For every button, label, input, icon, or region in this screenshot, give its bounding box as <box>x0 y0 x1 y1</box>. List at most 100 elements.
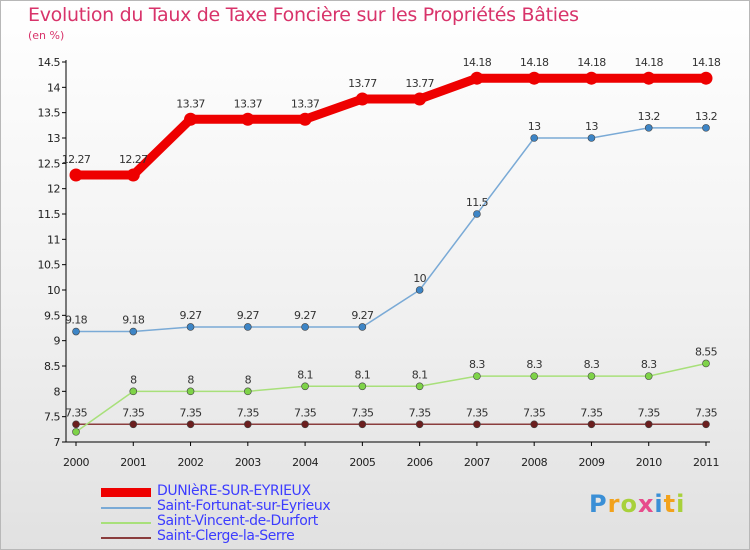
data-point <box>186 323 195 331</box>
data-label: 8.1 <box>355 368 371 381</box>
data-label: 7.35 <box>466 406 489 419</box>
data-point <box>244 387 252 396</box>
data-point <box>530 372 538 380</box>
data-point <box>702 359 710 368</box>
y-tick-label: 12.5 <box>38 157 61 170</box>
data-label: 14.18 <box>692 56 721 69</box>
y-tick-label: 11 <box>47 233 60 246</box>
data-point <box>301 382 309 391</box>
data-point <box>644 124 653 132</box>
data-point <box>587 420 596 429</box>
data-label: 7.35 <box>351 406 374 419</box>
data-label: 13.77 <box>405 77 434 90</box>
x-tick-label: 2007 <box>464 456 490 469</box>
x-tick-label: 2004 <box>292 456 318 469</box>
data-point <box>301 420 309 429</box>
logo-letter: P <box>589 490 608 518</box>
data-label: 7.35 <box>122 406 145 419</box>
data-point <box>298 112 312 126</box>
data-label: 13 <box>585 120 598 133</box>
data-point <box>415 420 424 429</box>
legend-label: DUNIèRE-SUR-EYRIEUX <box>157 483 311 499</box>
data-label: 13.77 <box>348 77 377 90</box>
y-tick-label: 9.5 <box>44 309 60 322</box>
data-point <box>470 71 484 85</box>
y-tick-label: 7.5 <box>44 411 60 424</box>
data-point <box>358 382 367 391</box>
data-label: 14.18 <box>463 56 492 69</box>
data-label: 9.27 <box>179 309 202 322</box>
data-label: 7.35 <box>179 406 202 419</box>
data-point <box>587 134 596 142</box>
data-label: 13.2 <box>638 110 660 123</box>
logo-letter: x <box>637 490 655 518</box>
x-tick-label: 2002 <box>178 456 204 469</box>
x-tick-label: 2009 <box>578 456 604 469</box>
data-point <box>473 420 481 429</box>
data-point <box>358 323 367 331</box>
data-label: 10 <box>413 272 426 285</box>
legend-swatch <box>101 506 151 509</box>
legend-label: Saint-Fortunat-sur-Eyrieux <box>157 498 331 514</box>
series-line <box>71 73 711 180</box>
data-label: 12.27 <box>62 153 91 166</box>
data-label: 8.1 <box>297 368 313 381</box>
data-point <box>699 71 713 85</box>
data-label: 8.3 <box>584 358 600 371</box>
data-label: 9.18 <box>65 314 88 327</box>
data-label: 7.35 <box>294 406 317 419</box>
data-point <box>241 112 255 126</box>
data-point <box>530 134 538 142</box>
data-point <box>355 92 369 106</box>
data-label: 9.27 <box>294 309 317 322</box>
y-tick-label: 13.5 <box>38 107 61 120</box>
data-point <box>642 71 656 85</box>
data-label: 13.37 <box>176 97 205 110</box>
x-tick-label: 2001 <box>120 456 146 469</box>
data-label: 14.18 <box>520 56 549 69</box>
y-tick-label: 12 <box>47 183 60 196</box>
data-point <box>587 372 596 380</box>
x-tick-label: 2006 <box>407 456 433 469</box>
data-label: 8.1 <box>412 368 428 381</box>
data-label: 9.27 <box>237 309 260 322</box>
data-label: 8 <box>245 373 252 386</box>
data-point <box>415 286 424 294</box>
y-tick-label: 13 <box>47 132 60 145</box>
series-line <box>75 127 707 333</box>
data-point <box>413 92 427 106</box>
data-point <box>527 71 541 85</box>
data-label: 11.5 <box>466 196 489 209</box>
data-point <box>244 323 252 331</box>
data-point <box>72 327 80 336</box>
data-label: 8 <box>130 373 137 386</box>
data-label: 8.55 <box>695 345 718 358</box>
data-point <box>644 420 653 429</box>
legend-label: Saint-Vincent-de-Durfort <box>157 513 318 529</box>
data-label: 7.35 <box>580 406 603 419</box>
data-point <box>72 420 80 429</box>
data-label: 7.35 <box>523 406 546 419</box>
logo-letter: o <box>620 490 638 518</box>
logo-letter: t <box>663 490 677 518</box>
legend-swatch <box>101 488 151 497</box>
data-point <box>584 71 598 85</box>
data-point <box>129 420 138 429</box>
logo-letter: r <box>607 490 621 518</box>
y-tick-label: 10 <box>47 284 60 297</box>
x-tick-label: 2005 <box>349 456 375 469</box>
x-tick-label: 2011 <box>693 456 719 469</box>
y-tick-label: 7 <box>54 436 61 449</box>
data-label: 8.3 <box>469 358 485 371</box>
y-tick-label: 8 <box>54 385 61 398</box>
data-label: 13.37 <box>234 97 263 110</box>
legend-swatch <box>101 521 151 524</box>
y-tick-label: 14.5 <box>38 56 61 69</box>
proxiti-logo: Proxiti <box>589 490 685 518</box>
logo-letter: i <box>654 490 664 518</box>
x-tick-label: 2003 <box>235 456 261 469</box>
y-tick-label: 10.5 <box>38 259 61 272</box>
data-point <box>72 428 80 436</box>
